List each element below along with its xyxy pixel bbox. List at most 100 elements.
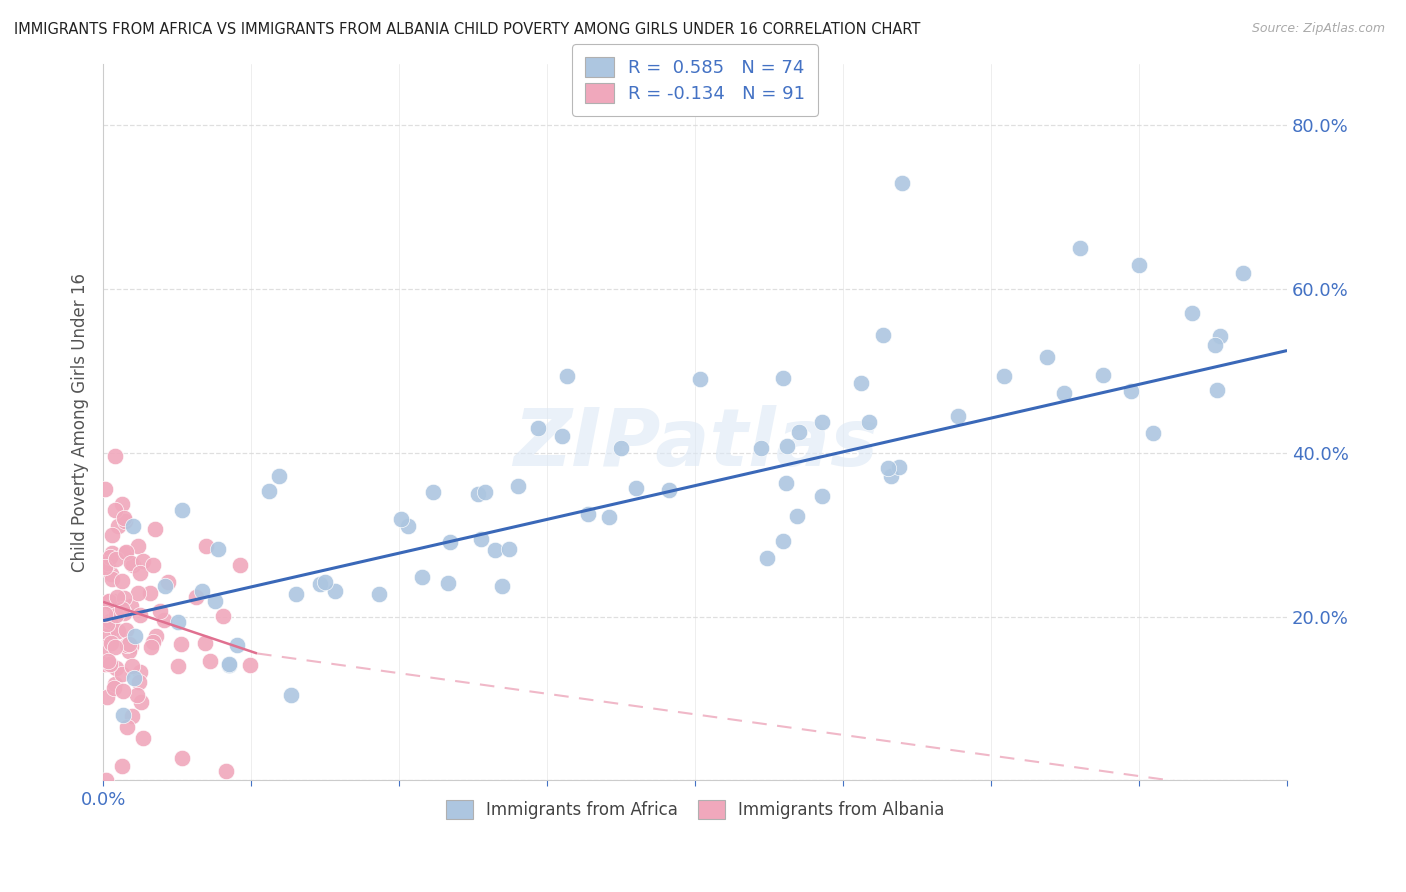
Point: [101, 572, 124, 586]
Point: [104, 607, 127, 622]
Point: [120, 599, 142, 613]
Point: [756, 550, 779, 565]
Point: [104, 450, 127, 464]
Point: [439, 535, 461, 549]
Point: [101, 593, 124, 607]
Point: [120, 639, 142, 653]
Point: [96, 654, 118, 668]
Point: [194, 539, 217, 553]
Point: [96, 617, 118, 632]
Point: [111, 759, 134, 773]
Point: [121, 558, 143, 572]
Point: [194, 636, 217, 650]
Point: [121, 659, 143, 673]
Point: [166, 615, 188, 629]
Point: [112, 707, 135, 722]
Point: [111, 574, 134, 588]
Point: [1142, 426, 1164, 441]
Point: [96, 690, 118, 705]
Point: [139, 585, 162, 599]
Point: [876, 461, 898, 475]
Point: [389, 512, 412, 526]
Point: [891, 176, 914, 190]
Point: [142, 635, 165, 649]
Point: [101, 546, 124, 560]
Point: [128, 607, 150, 622]
Point: [97, 594, 120, 608]
Point: [98, 549, 121, 564]
Point: [114, 546, 136, 560]
Point: [112, 683, 135, 698]
Point: [129, 696, 152, 710]
Point: [498, 541, 520, 556]
Point: [1091, 368, 1114, 383]
Point: [218, 657, 240, 672]
Point: [1121, 384, 1143, 398]
Point: [776, 439, 799, 453]
Point: [94, 657, 117, 671]
Point: [880, 468, 903, 483]
Point: [96, 773, 118, 788]
Point: [506, 479, 529, 493]
Point: [122, 671, 145, 685]
Point: [115, 720, 138, 734]
Point: [598, 510, 620, 524]
Point: [172, 751, 194, 765]
Point: [775, 475, 797, 490]
Point: [121, 709, 143, 723]
Point: [858, 415, 880, 429]
Point: [491, 579, 513, 593]
Point: [198, 654, 221, 668]
Point: [993, 369, 1015, 384]
Point: [114, 514, 136, 528]
Point: [527, 420, 550, 434]
Point: [120, 556, 142, 570]
Point: [787, 425, 810, 439]
Point: [1181, 306, 1204, 320]
Point: [132, 731, 155, 745]
Point: [308, 577, 330, 591]
Point: [1053, 386, 1076, 401]
Point: [112, 511, 135, 525]
Point: [108, 606, 131, 620]
Point: [93, 482, 115, 496]
Point: [610, 441, 633, 455]
Point: [170, 637, 193, 651]
Point: [118, 637, 141, 651]
Point: [104, 640, 127, 654]
Point: [811, 490, 834, 504]
Point: [204, 594, 226, 608]
Point: [111, 601, 134, 615]
Point: [100, 635, 122, 649]
Point: [810, 415, 832, 429]
Point: [474, 485, 496, 500]
Point: [143, 522, 166, 536]
Point: [156, 575, 179, 590]
Point: [98, 615, 121, 629]
Point: [101, 598, 124, 612]
Point: [314, 574, 336, 589]
Point: [749, 441, 772, 455]
Point: [115, 623, 138, 637]
Point: [129, 566, 152, 580]
Point: [1204, 338, 1226, 352]
Point: [226, 638, 249, 652]
Point: [1208, 329, 1230, 343]
Point: [103, 677, 125, 691]
Point: [786, 508, 808, 523]
Point: [98, 593, 121, 607]
Point: [889, 460, 911, 475]
Point: [212, 608, 235, 623]
Point: [96, 653, 118, 667]
Point: [411, 570, 433, 584]
Point: [368, 587, 391, 601]
Point: [1128, 258, 1150, 272]
Point: [191, 584, 214, 599]
Point: [101, 527, 124, 541]
Point: [115, 544, 138, 558]
Y-axis label: Child Poverty Among Girls Under 16: Child Poverty Among Girls Under 16: [72, 273, 89, 572]
Point: [422, 485, 444, 500]
Point: [101, 595, 124, 609]
Point: [658, 483, 681, 498]
Point: [689, 372, 711, 386]
